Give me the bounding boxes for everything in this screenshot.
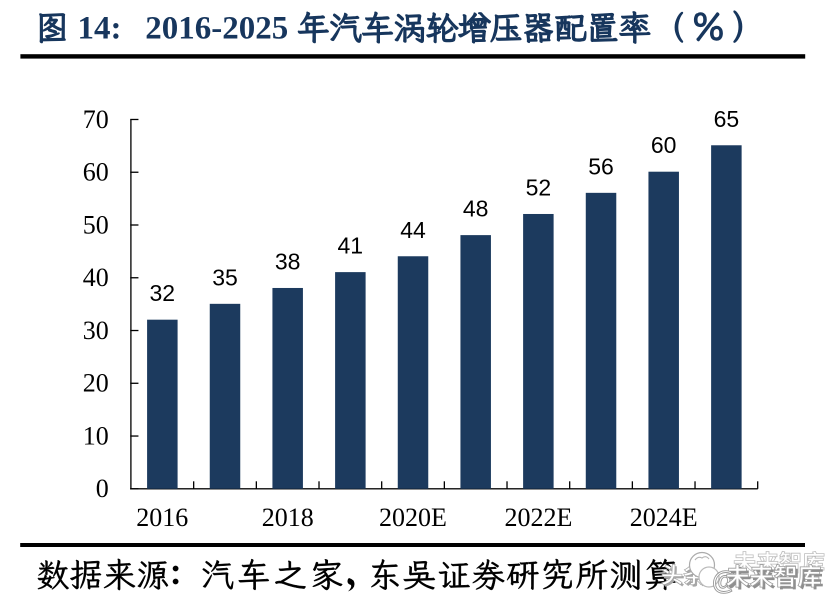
svg-text:0: 0 [96, 474, 109, 503]
svg-text:70: 70 [83, 105, 109, 134]
svg-text:32: 32 [150, 280, 176, 306]
svg-text:41: 41 [338, 233, 364, 259]
svg-text:2024E: 2024E [630, 503, 698, 532]
svg-text:30: 30 [83, 316, 109, 345]
svg-text:56: 56 [588, 153, 614, 179]
svg-text:50: 50 [83, 210, 109, 239]
svg-text:20: 20 [83, 369, 109, 398]
svg-text:2016-2025: 2016-2025 [145, 11, 288, 47]
svg-text:44: 44 [400, 217, 426, 243]
svg-text:40: 40 [83, 263, 109, 292]
svg-text:10: 10 [83, 421, 109, 450]
svg-text:65: 65 [714, 106, 740, 132]
svg-text:2018: 2018 [262, 503, 314, 532]
svg-text:52: 52 [526, 175, 552, 201]
svg-text:2016: 2016 [136, 503, 188, 532]
svg-text:38: 38 [275, 249, 301, 275]
svg-text:48: 48 [463, 196, 489, 222]
svg-text:60: 60 [83, 158, 109, 187]
svg-text:60: 60 [651, 132, 677, 158]
svg-text:35: 35 [212, 264, 238, 290]
svg-text:2020E: 2020E [379, 503, 447, 532]
svg-text:14:: 14: [78, 11, 122, 47]
svg-text:2022E: 2022E [504, 503, 572, 532]
